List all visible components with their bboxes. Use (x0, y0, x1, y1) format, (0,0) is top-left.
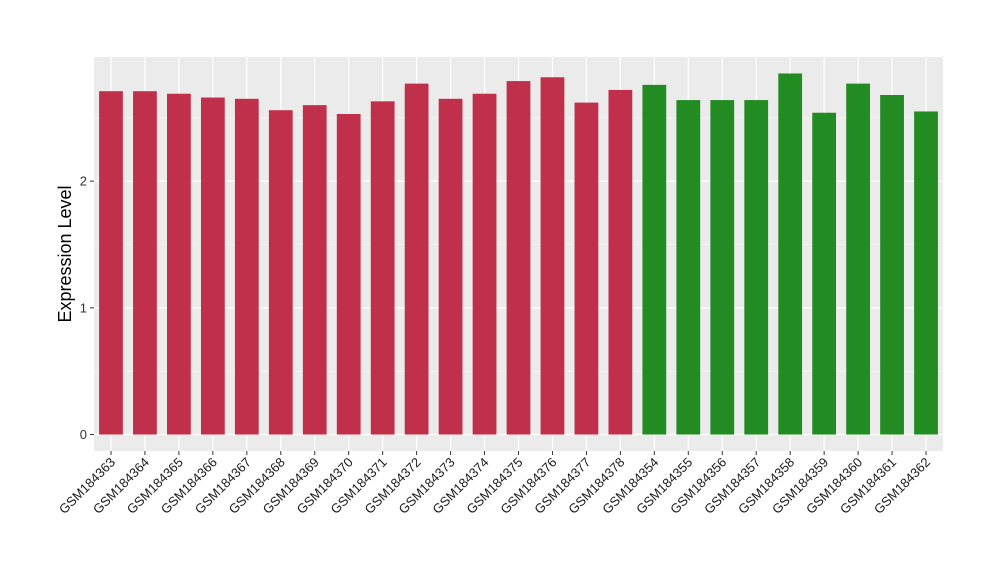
bar (846, 83, 870, 435)
bar (133, 91, 157, 435)
bar (472, 93, 497, 435)
bar (404, 83, 429, 435)
bar (642, 84, 667, 435)
bar (676, 100, 701, 435)
x-axis: GSM184363GSM184364GSM184365GSM184366GSM1… (56, 451, 933, 517)
bar (914, 111, 938, 435)
bar (370, 101, 395, 435)
bar (336, 114, 361, 435)
y-tick-label: 0 (80, 427, 87, 442)
bar (99, 91, 123, 435)
bar (200, 97, 225, 435)
bar (302, 105, 327, 435)
bar (710, 100, 735, 435)
bar (540, 77, 565, 435)
bar (234, 98, 259, 435)
bar (167, 93, 191, 435)
bar (506, 81, 531, 435)
y-tick-label: 1 (80, 300, 87, 315)
y-axis-title: Expression Level (55, 185, 75, 322)
bars (99, 73, 938, 435)
bar (812, 112, 837, 435)
y-axis: 0 1 2 (80, 174, 94, 442)
bar (744, 100, 769, 435)
y-tick-label: 2 (80, 174, 87, 189)
bar (608, 89, 633, 435)
bar (438, 98, 463, 435)
bar (778, 73, 803, 435)
bar (880, 95, 904, 435)
bar (574, 102, 599, 435)
bar (268, 110, 293, 435)
